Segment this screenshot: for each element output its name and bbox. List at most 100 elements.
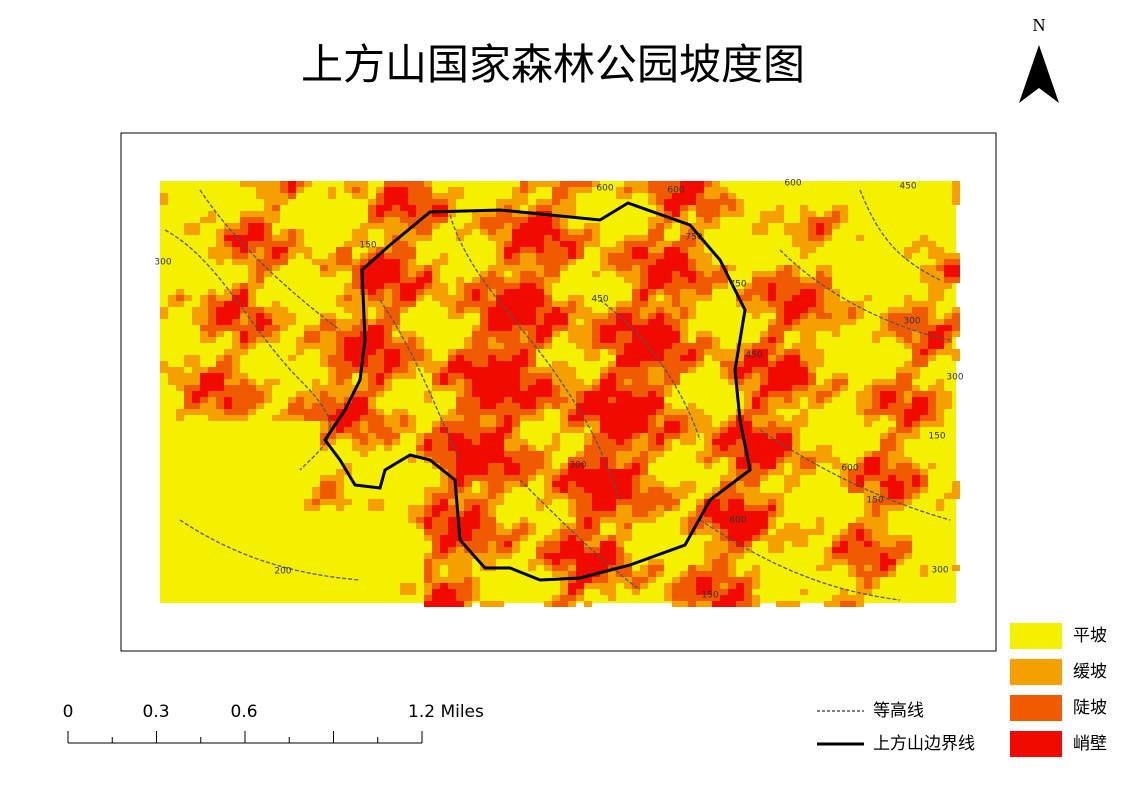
raster-cell bbox=[600, 379, 608, 385]
raster-cell bbox=[672, 409, 680, 415]
raster-cell bbox=[192, 367, 200, 373]
raster-cell bbox=[736, 457, 744, 463]
raster-cell bbox=[560, 325, 568, 331]
raster-cell bbox=[568, 307, 576, 313]
raster-cell bbox=[792, 427, 800, 433]
raster-cell bbox=[760, 439, 768, 445]
raster-cell bbox=[656, 481, 664, 487]
raster-cell bbox=[256, 385, 264, 391]
raster-cell bbox=[624, 565, 632, 571]
raster-cell bbox=[408, 289, 416, 295]
raster-cell bbox=[800, 283, 808, 289]
raster-cell bbox=[368, 373, 376, 379]
raster-cell bbox=[472, 529, 480, 535]
raster-cell bbox=[952, 313, 960, 319]
raster-cell bbox=[712, 355, 720, 361]
contour-label: 450 bbox=[745, 351, 762, 361]
raster-cell bbox=[448, 445, 456, 451]
raster-cell bbox=[576, 313, 584, 319]
raster-cell bbox=[384, 355, 392, 361]
raster-cell bbox=[456, 451, 464, 457]
raster-cell bbox=[904, 541, 912, 547]
raster-cell bbox=[816, 319, 824, 325]
raster-cell bbox=[248, 277, 256, 283]
raster-cell bbox=[288, 229, 296, 235]
raster-cell bbox=[368, 385, 376, 391]
raster-cell bbox=[792, 265, 800, 271]
raster-cell bbox=[432, 217, 440, 223]
raster-cell bbox=[632, 277, 640, 283]
raster-cell bbox=[296, 337, 304, 343]
map-frame bbox=[120, 132, 997, 652]
raster-cell bbox=[520, 301, 528, 307]
raster-cell bbox=[904, 343, 912, 349]
raster-cell bbox=[328, 343, 336, 349]
raster-cell bbox=[456, 433, 464, 439]
raster-cell bbox=[752, 223, 760, 229]
raster-cell bbox=[752, 463, 760, 469]
raster-cell bbox=[272, 313, 280, 319]
raster-cell bbox=[792, 361, 800, 367]
raster-cell bbox=[480, 505, 488, 511]
raster-cell bbox=[520, 211, 528, 217]
raster-cell bbox=[744, 415, 752, 421]
raster-cell bbox=[416, 211, 424, 217]
raster-cell bbox=[704, 421, 712, 427]
raster-cell bbox=[656, 415, 664, 421]
raster-cell bbox=[864, 451, 872, 457]
raster-cell bbox=[240, 301, 248, 307]
raster-cell bbox=[544, 181, 552, 187]
raster-cell bbox=[744, 523, 752, 529]
contour-label: 200 bbox=[274, 567, 291, 577]
raster-cell bbox=[920, 421, 928, 427]
raster-cell bbox=[648, 373, 656, 379]
raster-cell bbox=[320, 385, 328, 391]
raster-cell bbox=[728, 355, 736, 361]
raster-cell bbox=[328, 187, 336, 193]
raster-cell bbox=[536, 343, 544, 349]
raster-cell bbox=[616, 379, 624, 385]
raster-cell bbox=[384, 295, 392, 301]
raster-cell bbox=[312, 385, 320, 391]
raster-cell bbox=[640, 403, 648, 409]
raster-cell bbox=[688, 295, 696, 301]
raster-cell bbox=[328, 373, 336, 379]
raster-cell bbox=[592, 409, 600, 415]
raster-cell bbox=[480, 517, 488, 523]
raster-cell bbox=[800, 217, 808, 223]
raster-cell bbox=[176, 385, 184, 391]
raster-cell bbox=[512, 187, 520, 193]
raster-cell bbox=[880, 517, 888, 523]
raster-cell bbox=[720, 205, 728, 211]
raster-cell bbox=[760, 535, 768, 541]
raster-cell bbox=[576, 571, 584, 577]
raster-cell bbox=[376, 325, 384, 331]
raster-cell bbox=[568, 181, 576, 187]
raster-cell bbox=[768, 295, 776, 301]
raster-cell bbox=[400, 409, 408, 415]
raster-cell bbox=[480, 223, 488, 229]
raster-cell bbox=[648, 511, 656, 517]
raster-cell bbox=[480, 211, 488, 217]
raster-cell bbox=[512, 217, 520, 223]
raster-cell bbox=[352, 421, 360, 427]
raster-cell bbox=[280, 187, 288, 193]
raster-cell bbox=[616, 523, 624, 529]
raster-cell bbox=[504, 391, 512, 397]
raster-cell bbox=[552, 379, 560, 385]
raster-cell bbox=[936, 385, 944, 391]
raster-cell bbox=[320, 445, 328, 451]
contour-label: 450 bbox=[591, 295, 608, 305]
raster-cell bbox=[944, 313, 952, 319]
raster-cell bbox=[640, 385, 648, 391]
raster-cell bbox=[824, 379, 832, 385]
raster-cell bbox=[768, 499, 776, 505]
raster-cell bbox=[352, 439, 360, 445]
raster-cell bbox=[544, 271, 552, 277]
raster-cell bbox=[216, 379, 224, 385]
raster-cell bbox=[400, 283, 408, 289]
raster-cell bbox=[360, 397, 368, 403]
raster-cell bbox=[736, 505, 744, 511]
raster-cell bbox=[552, 541, 560, 547]
raster-cell bbox=[608, 349, 616, 355]
